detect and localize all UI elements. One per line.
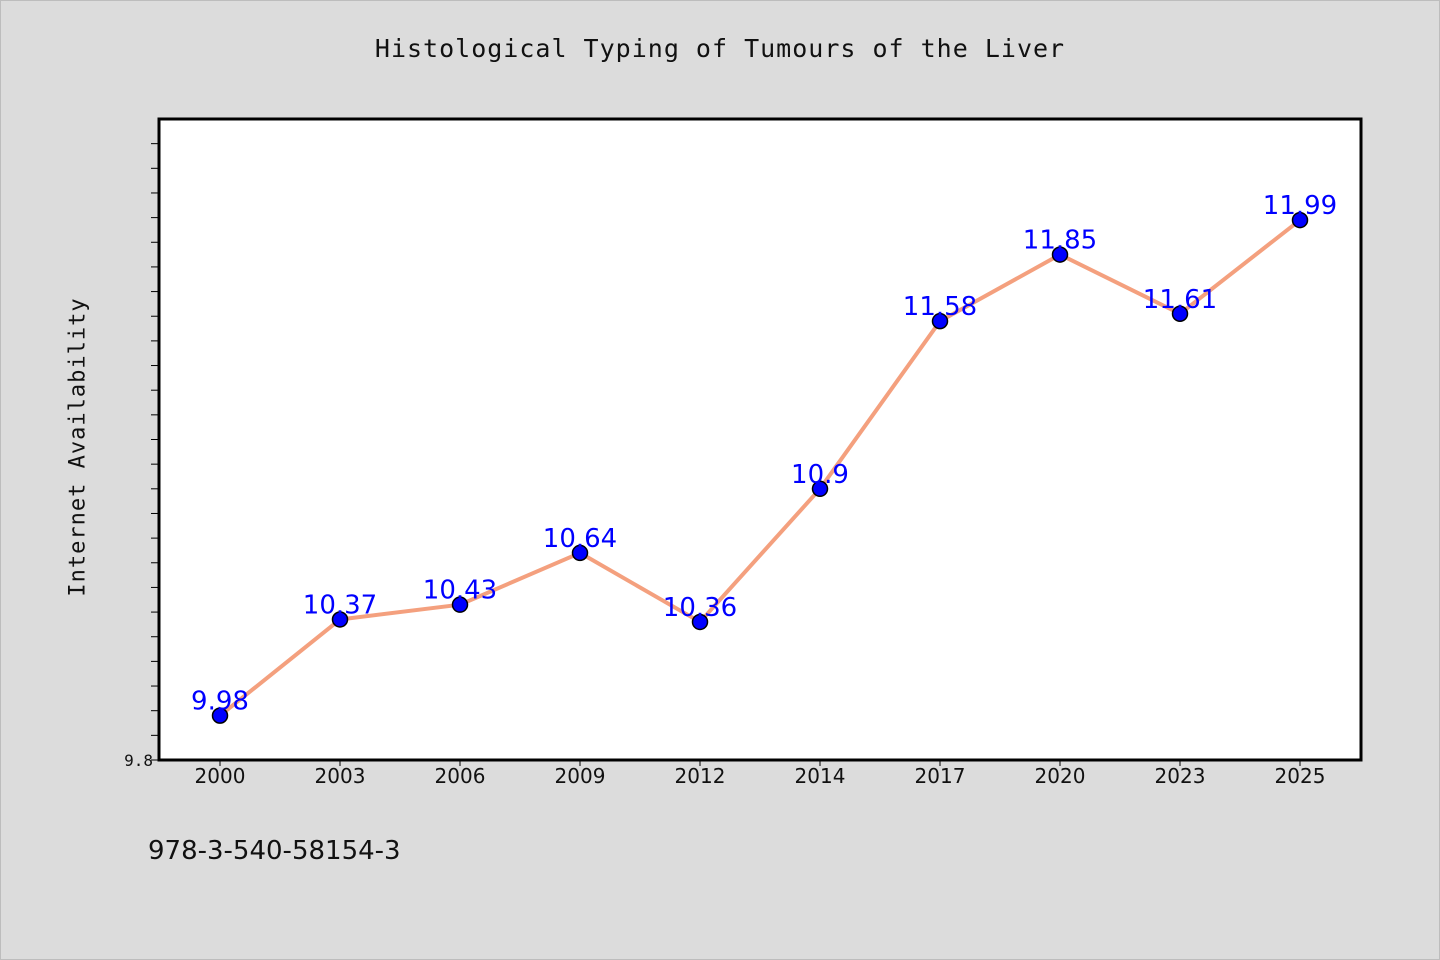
y-ticks: 9.8: [124, 143, 159, 770]
data-label: 10.37: [303, 590, 377, 620]
data-point: [811, 480, 829, 498]
data-label: 11.99: [1263, 191, 1337, 221]
data-labels: 9.98 10.37 10.43 10.64 10.36 10.9 11.58 11.85 11…: [191, 191, 1337, 717]
isbn-text: 978-3-540-58154-3: [148, 836, 401, 866]
data-label: 11.85: [1023, 226, 1097, 256]
data-point: [571, 544, 589, 562]
x-ticks: 2000 2003 2006 2009 2012 2014 2017 2020 2023 2025: [195, 760, 1326, 788]
data-point: [331, 611, 349, 628]
x-tick-label: 2020: [1035, 764, 1086, 788]
data-point: [211, 707, 229, 724]
series-line: [218, 218, 1302, 718]
data-label: 10.64: [543, 524, 617, 554]
x-tick-label: 2003: [315, 764, 366, 788]
chart-title: Histological Typing of Tumours of the Li…: [374, 34, 1066, 63]
x-tick-label: 2025: [1275, 764, 1326, 788]
x-tick-label: 2017: [915, 764, 966, 788]
data-label: 9.98: [191, 687, 249, 717]
x-tick-label: 2009: [555, 764, 606, 788]
data-point: [1051, 246, 1069, 263]
data-label: 10.9: [791, 460, 849, 490]
data-point: [1291, 211, 1309, 229]
x-tick-label: 2000: [195, 764, 246, 788]
data-point: [451, 596, 469, 613]
data-label: 11.61: [1143, 285, 1217, 315]
data-label: 11.58: [903, 292, 977, 322]
x-tick-label: 2012: [675, 764, 726, 788]
data-label: 10.43: [423, 576, 497, 606]
x-tick-label: 2014: [795, 764, 846, 788]
data-point: [691, 613, 709, 631]
x-tick-label: 2023: [1155, 764, 1206, 788]
plot-area: [157, 117, 1363, 762]
markers: [211, 211, 1309, 724]
data-point: [931, 312, 949, 330]
y-tick-label: 9.8: [124, 751, 153, 770]
data-label: 10.36: [663, 593, 737, 623]
data-point: [1171, 305, 1189, 323]
series-line-group: [218, 218, 1302, 718]
x-tick-label: 2006: [435, 764, 486, 788]
